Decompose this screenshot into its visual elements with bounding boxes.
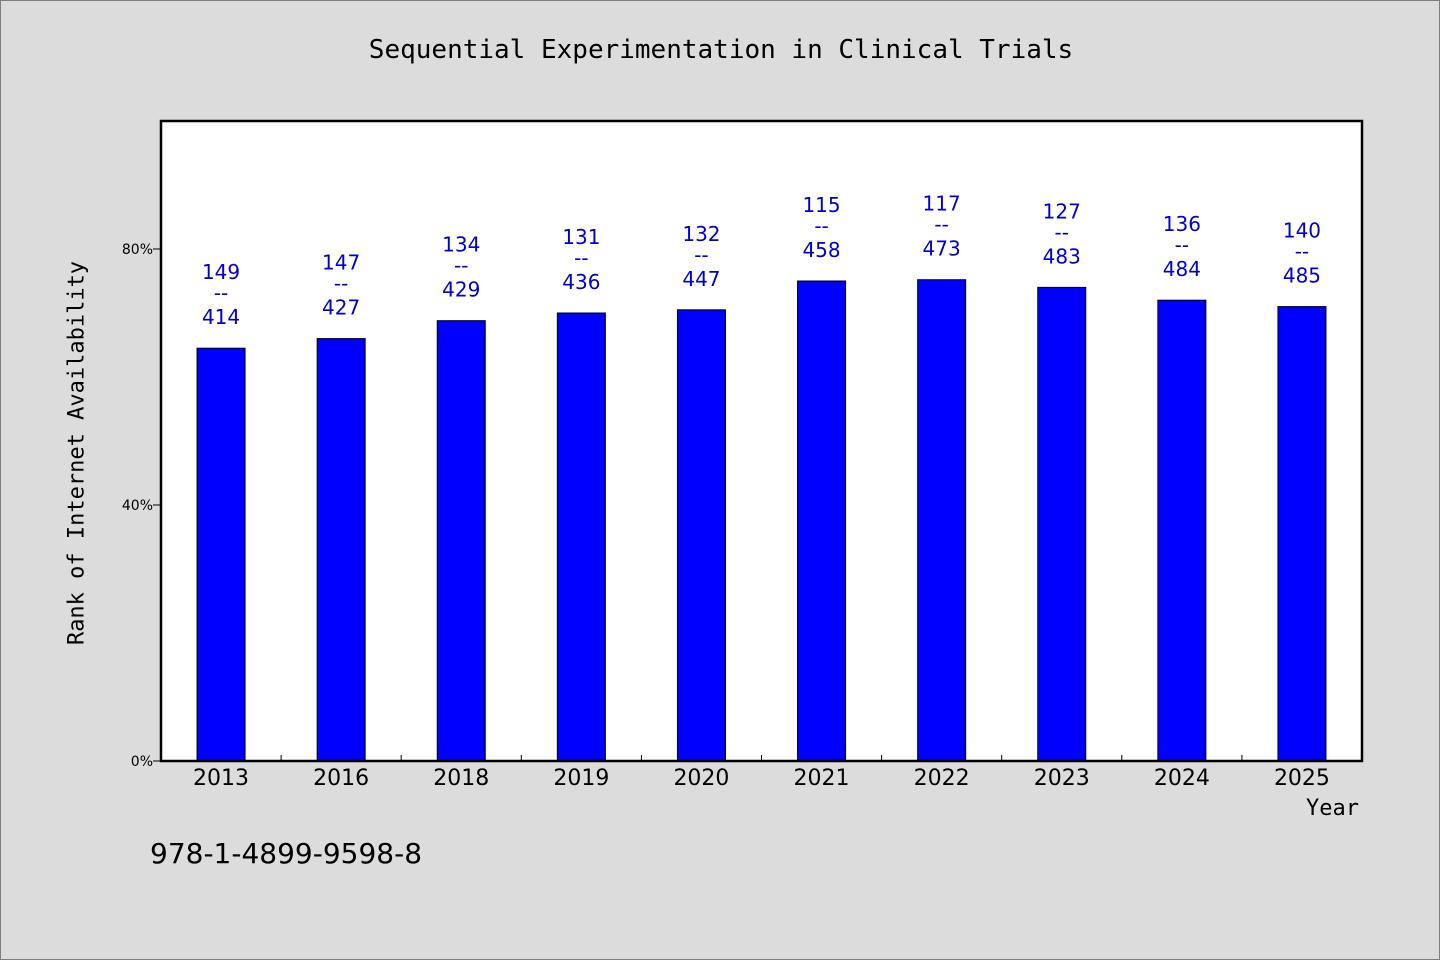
bar-2019 [556, 312, 606, 762]
x-axis-label: Year [1306, 796, 1359, 821]
x-tick-label-2016: 2016 [313, 766, 369, 791]
data-label-top-2016: 147 [322, 251, 360, 275]
data-label-bottom-2024: 484 [1163, 257, 1201, 281]
bar-2025 [1277, 306, 1327, 762]
data-label-separator-2013: -- [214, 281, 228, 305]
data-label-separator-2025: -- [1295, 240, 1309, 264]
data-label-bottom-2013: 414 [202, 305, 240, 329]
x-tick-label-2023: 2023 [1034, 766, 1090, 791]
data-label-top-2022: 117 [923, 192, 961, 216]
data-label-separator-2020: -- [694, 243, 708, 267]
x-tick-label-2018: 2018 [433, 766, 489, 791]
data-label-separator-2018: -- [454, 254, 468, 278]
data-label-top-2019: 131 [562, 225, 600, 249]
data-label-separator-2022: -- [934, 213, 948, 237]
bar-2020 [676, 309, 726, 762]
data-label-top-2024: 136 [1163, 212, 1201, 236]
data-label-top-2025: 140 [1283, 219, 1321, 243]
data-label-separator-2019: -- [574, 246, 588, 270]
bar-2022 [917, 279, 967, 762]
data-label-top-2018: 134 [442, 233, 480, 257]
plot-frame [159, 119, 1364, 763]
bar-2016 [316, 338, 366, 762]
x-tick-label-2025: 2025 [1274, 766, 1330, 791]
x-tick-label-2013: 2013 [193, 766, 249, 791]
data-label-separator-2023: -- [1055, 220, 1069, 244]
x-tick-label-2020: 2020 [673, 766, 729, 791]
bar-2013 [196, 347, 246, 762]
chart-title: Sequential Experimentation in Clinical T… [368, 35, 1074, 65]
data-label-bottom-2020: 447 [682, 267, 720, 291]
y-tick-label-0%: 0% [131, 754, 153, 770]
data-label-bottom-2021: 458 [802, 238, 840, 262]
bar-2018 [436, 320, 486, 762]
data-label-bottom-2022: 473 [923, 237, 961, 261]
y-tick-label-80%: 80% [122, 242, 153, 258]
data-label-separator-2021: -- [814, 214, 828, 238]
data-label-bottom-2016: 427 [322, 296, 360, 320]
data-label-bottom-2023: 483 [1043, 244, 1081, 268]
x-tick-label-2024: 2024 [1154, 766, 1210, 791]
data-label-bottom-2018: 429 [442, 278, 480, 302]
bar-2024 [1157, 299, 1207, 762]
data-label-separator-2024: -- [1175, 233, 1189, 257]
isbn-footnote: 978-1-4899-9598-8 [150, 837, 423, 870]
data-label-top-2020: 132 [682, 222, 720, 246]
x-tick-label-2019: 2019 [553, 766, 609, 791]
data-label-top-2021: 115 [802, 193, 840, 217]
bar-2023 [1037, 286, 1087, 762]
data-label-bottom-2019: 436 [562, 270, 600, 294]
x-tick-label-2021: 2021 [794, 766, 850, 791]
data-label-top-2013: 149 [202, 260, 240, 284]
data-label-top-2023: 127 [1043, 199, 1081, 223]
bar-2021 [797, 280, 847, 762]
data-label-bottom-2025: 485 [1283, 264, 1321, 288]
x-tick-label-2022: 2022 [914, 766, 970, 791]
data-label-separator-2016: -- [334, 272, 348, 296]
y-tick-label-40%: 40% [122, 498, 153, 514]
